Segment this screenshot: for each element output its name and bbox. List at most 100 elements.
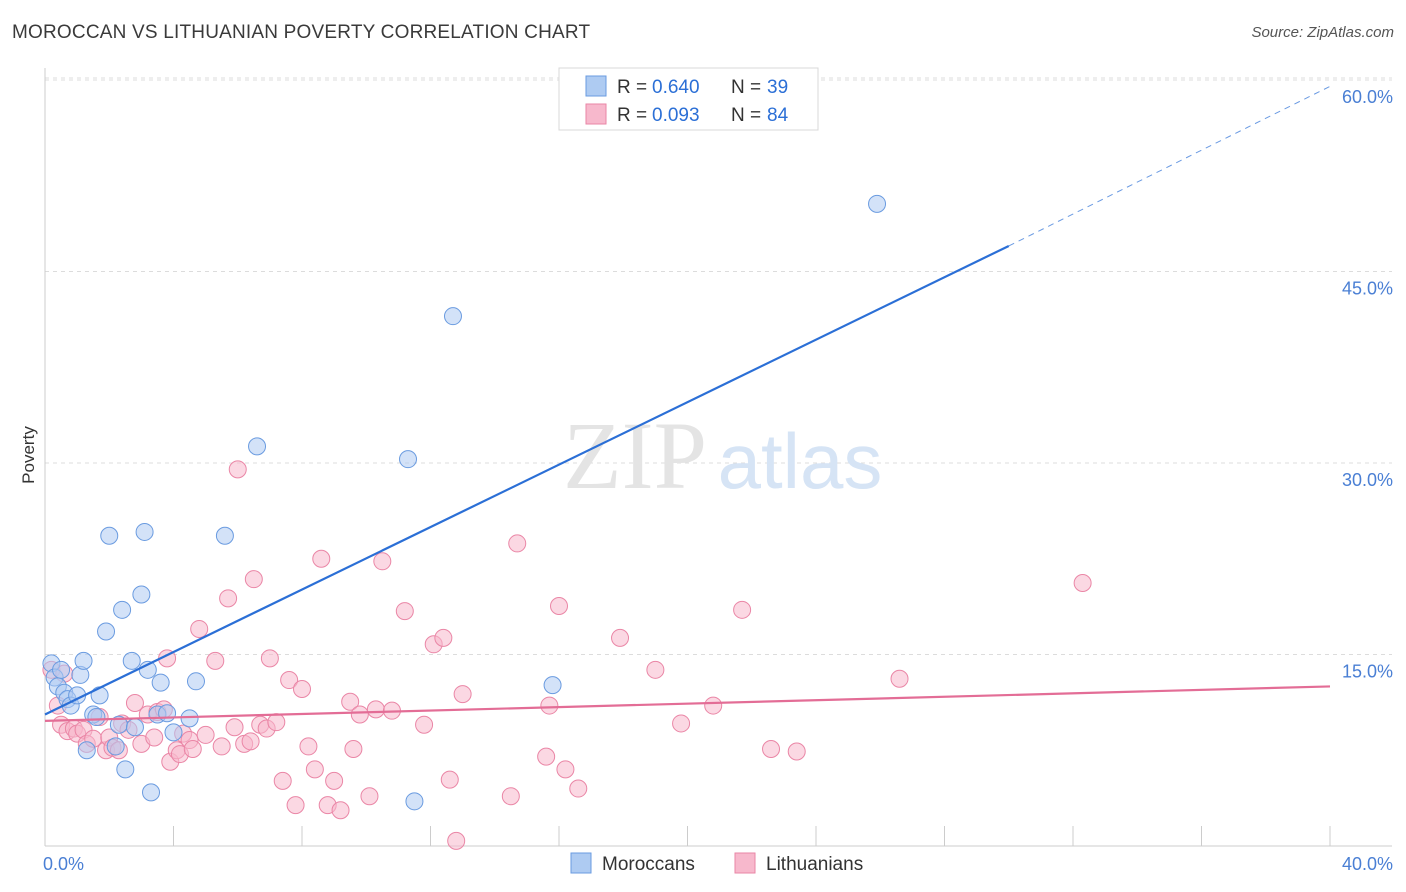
lithuanian-point — [537, 747, 556, 766]
lithuanian-point — [434, 628, 453, 647]
axes-layer — [44, 68, 1392, 847]
watermark-atlas: atlas — [718, 417, 883, 505]
lithuanian-point — [1073, 574, 1092, 593]
moroccan-point — [405, 792, 424, 811]
moroccan-point — [97, 622, 116, 641]
moroccan-point — [215, 526, 234, 545]
lithuanian-point — [228, 460, 247, 479]
moroccan-point — [142, 783, 161, 802]
moroccan-point — [132, 585, 151, 604]
lithuanian-point — [219, 589, 238, 608]
lithuanian-point — [569, 779, 588, 798]
legend-swatch-moroccans — [570, 852, 592, 874]
moroccan-point — [106, 737, 125, 756]
moroccan-point — [135, 522, 154, 541]
watermark: ZIP atlas — [563, 402, 882, 509]
moroccan-trend-extension — [1008, 85, 1331, 247]
moroccan-point — [543, 676, 562, 695]
lithuanian-point — [646, 660, 665, 679]
stats-legend: R = 0.640 N = 39 R = 0.093 N = 84 — [558, 67, 819, 131]
moroccan-point — [74, 651, 93, 670]
lithuanian-point — [556, 760, 575, 779]
lithuanian-point — [260, 649, 279, 668]
lithuanian-point — [704, 696, 723, 715]
x-tick-label-max: 40.0% — [1342, 854, 1393, 874]
lithuanian-point — [305, 760, 324, 779]
lithuanian-point — [244, 570, 263, 589]
y-tick-label: 45.0% — [1342, 279, 1393, 299]
lithuanian-point — [508, 534, 527, 553]
moroccan-point — [87, 708, 106, 727]
lithuanian-point — [206, 651, 225, 670]
lithuanian-point — [344, 739, 363, 758]
lithuanian-point — [733, 600, 752, 619]
lithuanian-point — [225, 718, 244, 737]
lithuanian-point — [267, 713, 286, 732]
moroccan-point — [186, 672, 205, 691]
lithuanian-point — [280, 671, 299, 690]
y-tick-label: 15.0% — [1342, 662, 1393, 682]
lithuanian-point — [293, 679, 311, 698]
y-tick-label: 30.0% — [1342, 470, 1393, 490]
lithuanian-point — [540, 696, 559, 715]
lithuanian-point — [395, 602, 414, 621]
moroccan-point — [868, 194, 887, 213]
lithuanian-point — [672, 714, 691, 733]
moroccan-point — [158, 704, 177, 723]
moroccan-point — [248, 437, 267, 456]
lithuanian-point — [196, 725, 215, 744]
lithuanian-point — [312, 549, 331, 568]
moroccan-point — [90, 686, 109, 705]
moroccan-point — [100, 526, 119, 545]
lithuanian-point — [299, 737, 318, 756]
lithuanian-point — [241, 732, 260, 751]
legend-label-moroccans: Moroccans — [602, 854, 695, 875]
lithuanian-point — [611, 628, 630, 647]
moroccan-point — [443, 307, 462, 326]
trend-layer — [44, 85, 1331, 722]
lithuanian-point — [341, 692, 360, 711]
moroccan-point — [122, 651, 141, 670]
lithuanian-point — [447, 831, 466, 850]
stats-r-value-2: 0.093 — [652, 105, 700, 126]
lithuanian-point — [273, 771, 292, 790]
y-axis-label: Poverty — [19, 426, 38, 484]
source-label: Source: ZipAtlas.com — [1251, 24, 1394, 41]
lithuanian-point — [125, 694, 144, 713]
stats-n-value-2: 84 — [767, 105, 789, 126]
lithuanian-point — [145, 728, 164, 747]
lithuanian-point — [366, 700, 385, 719]
lithuanian-point — [501, 787, 520, 806]
x-tick-label-min: 0.0% — [43, 854, 84, 874]
lithuanian-point — [190, 619, 209, 638]
moroccan-point — [151, 673, 170, 692]
stats-n-label-2: N = — [731, 105, 761, 126]
stats-r-label-2: R = — [617, 105, 647, 126]
points-layer — [42, 194, 1092, 850]
moroccan-point — [77, 741, 96, 760]
y-tick-label: 60.0% — [1342, 87, 1393, 107]
lithuanian-point — [415, 715, 434, 734]
labels-layer: 15.0% 30.0% 45.0% 60.0% 0.0% 40.0% — [43, 87, 1393, 874]
stats-swatch-lithuanians — [585, 103, 607, 125]
moroccan-trend-line — [44, 244, 1010, 716]
lithuanian-point — [212, 737, 231, 756]
legend-label-lithuanians: Lithuanians — [766, 854, 863, 875]
moroccan-point — [116, 760, 135, 779]
stats-r-value-1: 0.640 — [652, 77, 700, 98]
chart-title: MOROCCAN VS LITHUANIAN POVERTY CORRELATI… — [12, 22, 591, 43]
lithuanian-point — [373, 552, 392, 571]
lithuanian-point — [453, 685, 472, 704]
watermark-zip: ZIP — [563, 402, 707, 509]
lithuanian-point — [440, 770, 459, 789]
stats-r-label-1: R = — [617, 77, 647, 98]
lithuanian-trend-line — [44, 685, 1331, 722]
lithuanian-point — [360, 787, 379, 806]
moroccan-point — [180, 709, 199, 728]
series-legend: Moroccans Lithuanians — [570, 852, 863, 875]
stats-n-value-1: 39 — [767, 77, 788, 98]
lithuanian-point — [890, 669, 909, 688]
stats-swatch-moroccans — [585, 75, 607, 97]
lithuanian-point — [350, 705, 369, 724]
